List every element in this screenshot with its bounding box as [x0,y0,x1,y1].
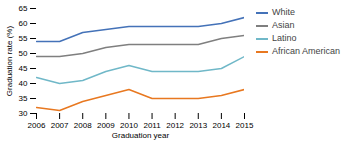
svg-text:2007: 2007 [51,121,69,130]
svg-text:2013: 2013 [189,121,207,130]
html-text:Latino: Latino [272,33,297,43]
svg-text:2009: 2009 [97,121,115,130]
svg-text:35: 35 [19,94,28,103]
svg-text:50: 50 [19,49,28,58]
svg-text:40: 40 [19,79,28,88]
svg-text:55: 55 [19,34,28,43]
svg-text:2011: 2011 [143,121,161,130]
svg-text:2008: 2008 [74,121,92,130]
svg-text:65: 65 [19,4,28,13]
svg-text:2010: 2010 [120,121,138,130]
html-text:African American: African American [272,46,340,56]
svg-text:60: 60 [19,19,28,28]
svg-text:2014: 2014 [212,121,230,130]
svg-text:2015: 2015 [236,121,254,130]
svg-text:Graduation rate (%): Graduation rate (%) [5,26,14,97]
svg-text:2012: 2012 [166,121,184,130]
svg-text:30: 30 [19,109,28,118]
html-text:Asian: Asian [272,20,295,30]
html-text:White: White [272,7,295,17]
svg-text:45: 45 [19,64,28,73]
svg-text:2006: 2006 [28,121,46,130]
svg-text:Graduation year: Graduation year [112,131,170,140]
